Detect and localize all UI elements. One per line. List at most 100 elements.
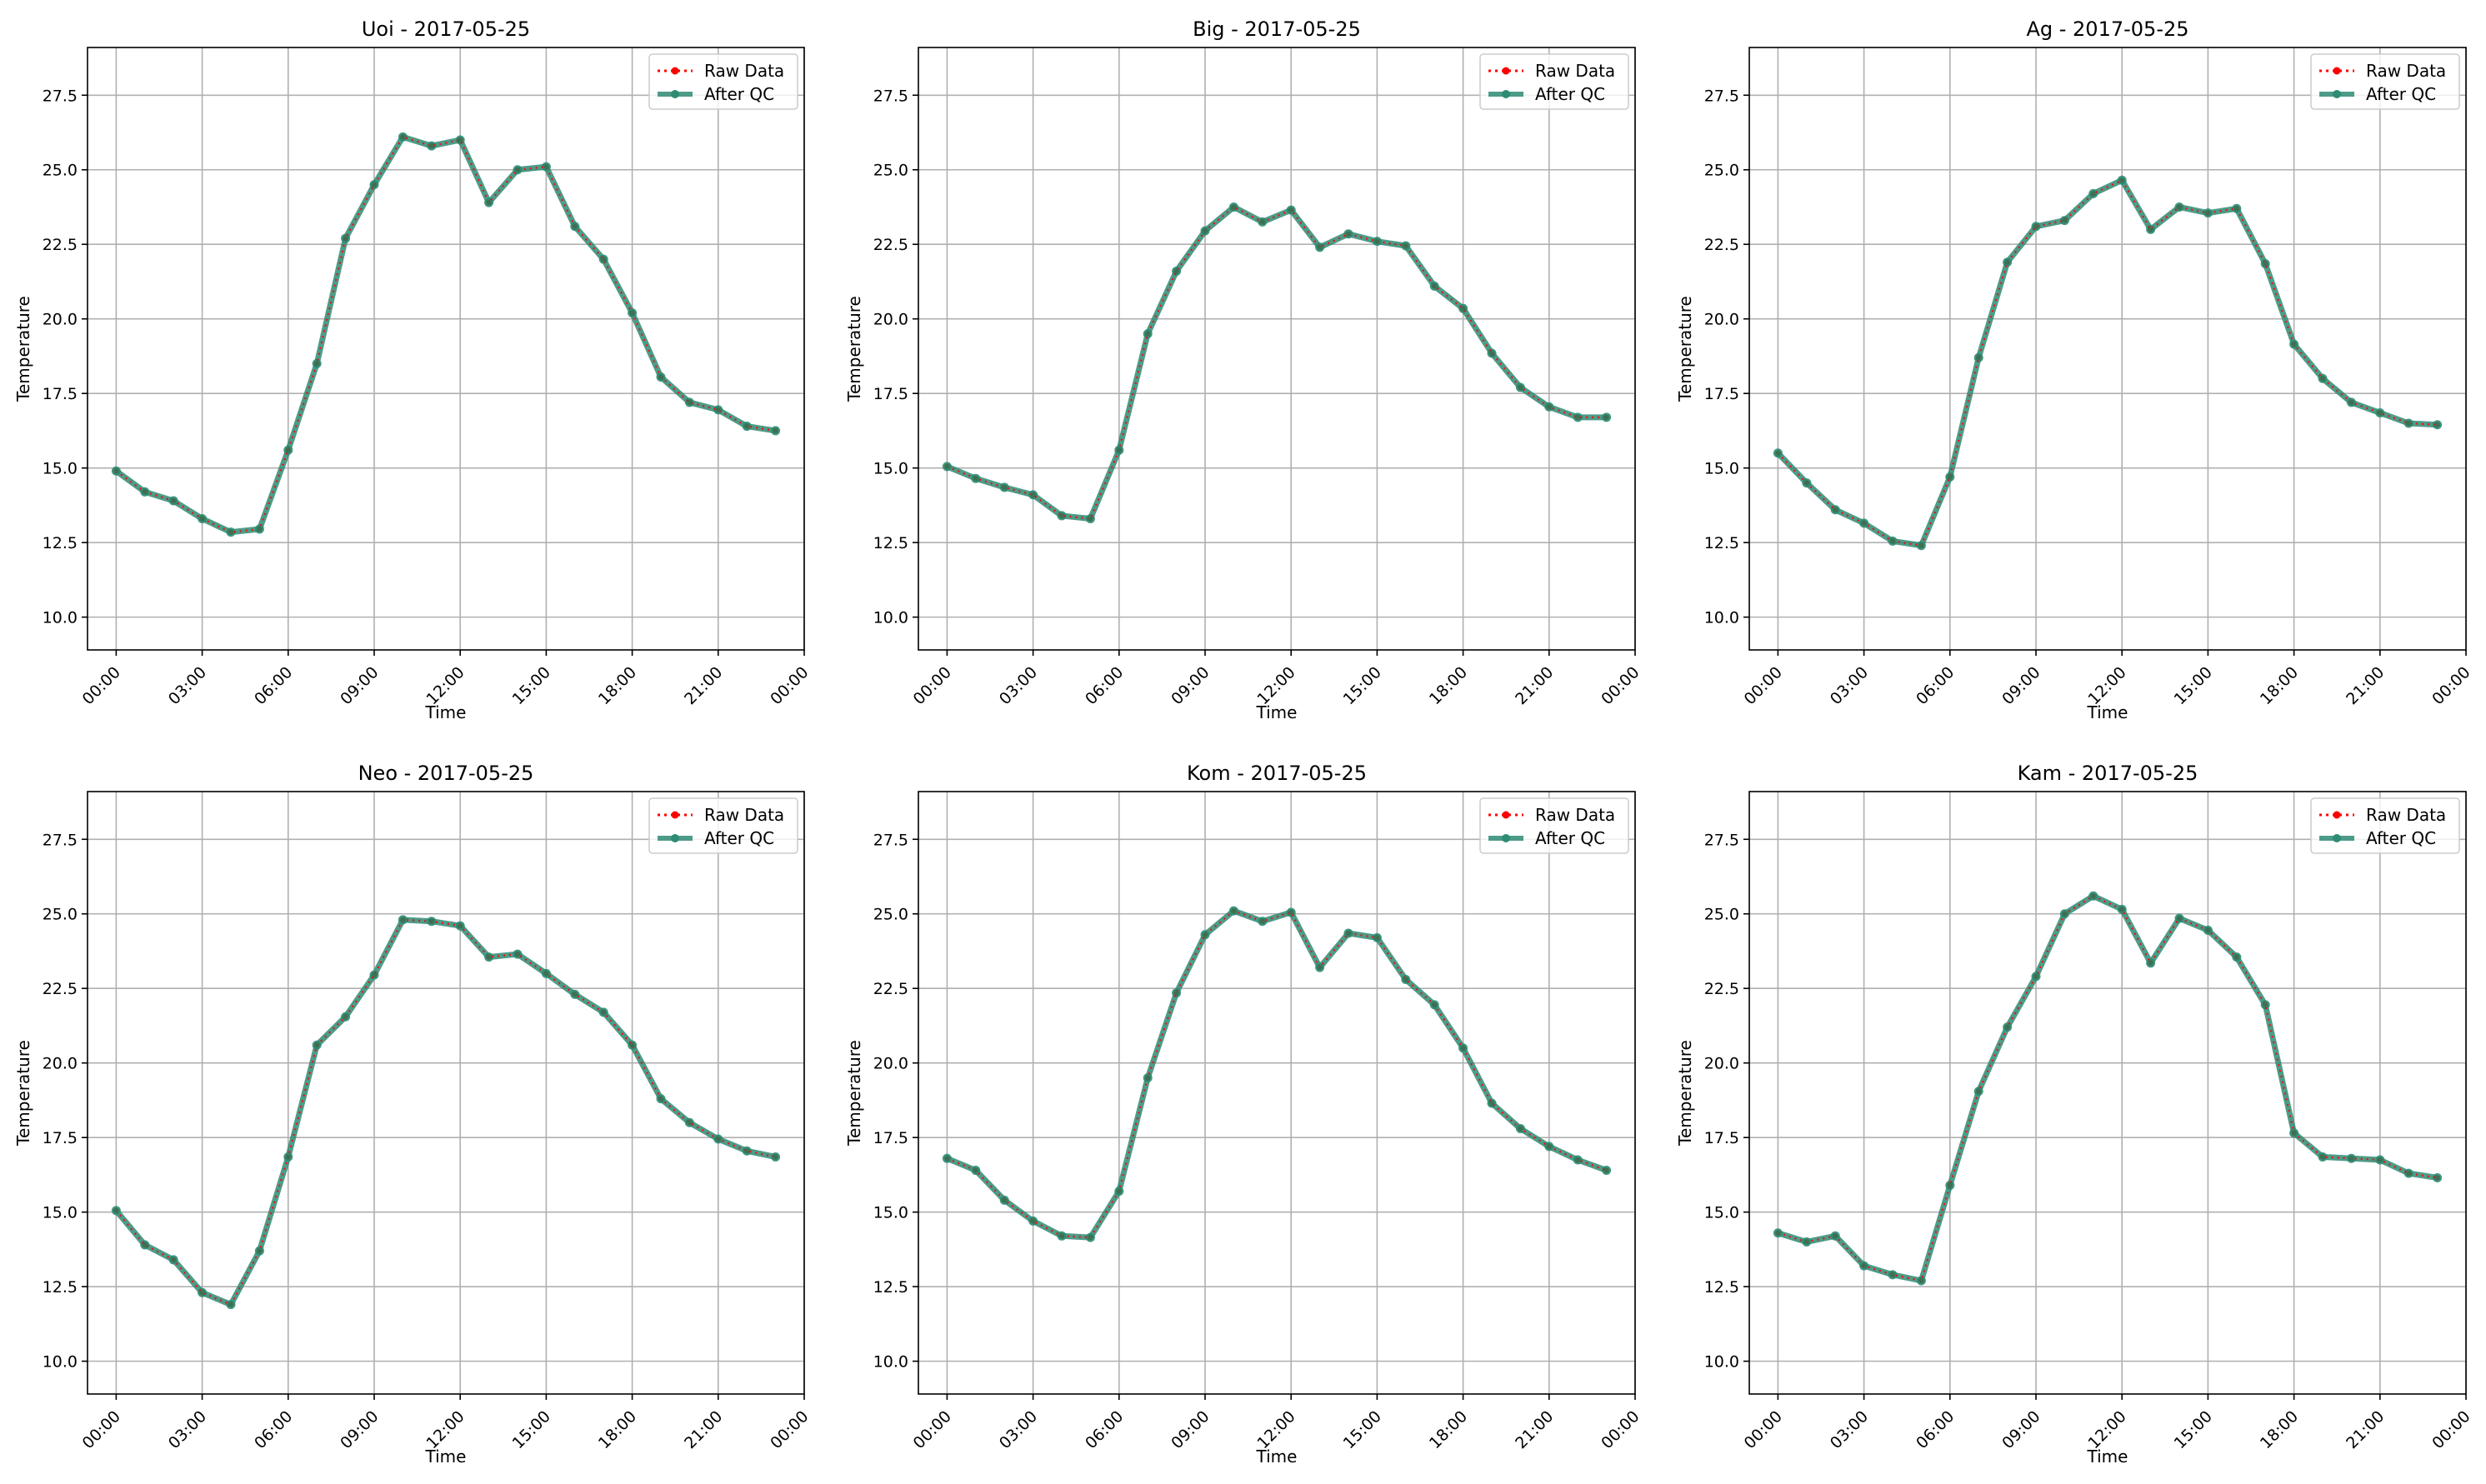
y-tick-label: 17.5 [1704,1129,1739,1147]
y-tick-label: 12.5 [43,534,78,552]
data-point-raw-data [1546,404,1553,410]
y-tick-label: 10.0 [873,1353,908,1372]
data-point-raw-data [2119,907,2125,912]
series-line-after-qc [1774,892,2441,1284]
x-tick-label: 00:00 [1741,1407,1786,1452]
panel-title: Neo - 2017-05-25 [358,762,534,785]
data-point-raw-data [1518,1126,1523,1132]
data-point-raw-data [371,972,378,978]
legend-label-after-qc: After QC [704,828,774,848]
data-point-raw-data [1202,227,1208,234]
data-point-raw-data [601,256,607,262]
x-tick-label: 09:00 [1998,663,2043,708]
x-axis-label: Time [2087,702,2128,722]
data-point-raw-data [629,1042,635,1048]
data-point-raw-data [1861,520,1867,527]
data-point-raw-data [1546,1143,1553,1150]
data-point-raw-data [1460,305,1466,312]
x-tick-label: 15:00 [2171,1407,2216,1452]
data-point-raw-data [2062,911,2068,917]
series-line-after-qc [1774,177,2441,549]
x-tick-label: 00:00 [767,1407,812,1452]
x-tick-label: 21:00 [2343,1407,2388,1452]
chart-panel: Kam - 2017-05-25 10.0 12.5 15.0 17.5 20.0 22.5… [1675,762,2474,1467]
data-point-raw-data [1918,1277,1924,1284]
x-tick-label: 21:00 [1512,1407,1557,1452]
data-point-raw-data [1145,1075,1151,1081]
y-axis-label: Temperature [13,296,33,402]
data-point-raw-data [1002,1197,1008,1203]
data-point-raw-data [1058,512,1065,519]
x-tick-label: 18:00 [595,1407,640,1452]
data-point-raw-data [2176,204,2183,210]
series-line-after-qc [113,917,779,1308]
legend-label-raw-data: Raw Data [1535,61,1615,81]
data-point-raw-data [343,235,348,242]
data-point-raw-data [973,475,979,482]
y-tick-label: 22.5 [43,980,78,998]
x-tick-label: 06:00 [1082,663,1127,708]
data-point-raw-data [371,182,378,187]
data-point-raw-data [2090,191,2096,197]
legend-label-after-qc: After QC [2366,84,2436,104]
data-point-raw-data [1145,331,1151,337]
data-point-raw-data [1803,1239,1809,1245]
x-axis-label: Time [1256,1447,1298,1467]
legend-label-raw-data: Raw Data [2366,805,2446,825]
data-point-raw-data [1976,355,1982,361]
data-point-raw-data [1432,1002,1438,1008]
legend-label-after-qc: After QC [1535,828,1605,848]
x-tick-label: 09:00 [1168,1407,1213,1452]
data-point-raw-data [2348,1156,2354,1162]
y-tick-label: 12.5 [873,534,908,552]
data-point-raw-data [2406,1170,2412,1177]
data-point-raw-data [2176,915,2183,922]
x-tick-label: 18:00 [1426,663,1471,708]
data-point-raw-data [2319,376,2326,382]
x-tick-label: 03:00 [1827,1407,1872,1452]
data-point-raw-data [2319,1154,2326,1160]
data-point-raw-data [1603,414,1609,421]
data-point-raw-data [1231,907,1237,914]
legend-marker-after-qc [1502,90,1510,98]
y-tick-label: 15.0 [1704,460,1739,478]
data-point-raw-data [1603,1167,1609,1173]
data-point-raw-data [773,427,778,434]
legend-marker-raw-data [2333,67,2341,75]
data-point-raw-data [1317,244,1323,251]
data-point-raw-data [1259,219,1266,225]
data-point-raw-data [257,526,263,532]
y-tick-label: 20.0 [873,311,908,329]
data-point-raw-data [1575,1157,1581,1163]
axes-frame [87,791,805,1395]
data-point-raw-data [1231,204,1237,210]
legend-label-raw-data: Raw Data [704,805,784,825]
data-point-raw-data [1518,384,1523,391]
data-point-raw-data [113,1207,119,1214]
data-point-raw-data [2263,261,2268,267]
y-tick-label: 27.5 [1704,87,1739,105]
x-tick-label: 00:00 [79,1407,124,1452]
legend: Raw Data After QC [648,797,798,854]
x-tick-label: 21:00 [2343,663,2388,708]
y-axis-label: Temperature [1675,296,1695,402]
data-point-raw-data [773,1154,778,1160]
x-axis-label: Time [425,702,467,722]
chart-panel: Neo - 2017-05-25 10.0 12.5 15.0 17.5 20.0 22.5… [13,762,813,1467]
data-point-raw-data [2263,1002,2268,1008]
data-point-raw-data [1202,932,1208,938]
x-tick-label: 06:00 [1913,663,1958,708]
data-point-raw-data [1775,1230,1781,1236]
x-tick-label: 03:00 [1827,663,1872,708]
data-point-raw-data [400,134,406,140]
data-point-raw-data [1432,283,1438,289]
data-point-raw-data [2377,410,2383,416]
y-tick-label: 17.5 [43,1129,78,1147]
x-tick-label: 09:00 [337,663,382,708]
data-point-raw-data [314,361,320,367]
x-tick-label: 09:00 [337,1407,382,1452]
y-tick-label: 27.5 [43,831,78,849]
data-point-raw-data [171,1257,177,1263]
data-point-raw-data [1259,918,1266,924]
data-point-raw-data [543,163,549,170]
